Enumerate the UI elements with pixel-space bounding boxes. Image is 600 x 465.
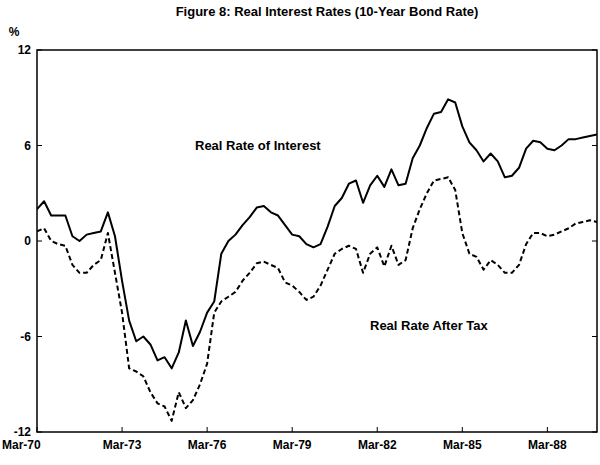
x-tick-label: Mar-85 (443, 438, 482, 452)
series-label: Real Rate After Tax (370, 318, 489, 333)
x-tick-label: Mar-88 (528, 438, 567, 452)
series-line (37, 99, 597, 368)
x-tick-label: Mar-82 (358, 438, 397, 452)
series-label: Real Rate of Interest (195, 138, 321, 153)
x-tick-label: Mar-76 (188, 438, 227, 452)
y-axis-label: % (9, 25, 20, 39)
x-tick-label: Mar-70 (2, 438, 41, 452)
x-tick-label: Mar-79 (273, 438, 312, 452)
title: Figure 8: Real Interest Rates (10-Year B… (176, 4, 479, 19)
series-line (37, 177, 597, 421)
x-tick-label: Mar-73 (103, 438, 142, 452)
chart: Figure 8: Real Interest Rates (10-Year B… (0, 0, 600, 465)
plot-frame (37, 50, 597, 432)
data-group (37, 99, 597, 421)
y-tick-label: 0 (24, 234, 31, 248)
y-tick-label: -6 (20, 330, 31, 344)
y-tick-label: 12 (18, 43, 32, 57)
y-tick-label: 6 (24, 139, 31, 153)
y-tick-label: -12 (14, 425, 32, 439)
